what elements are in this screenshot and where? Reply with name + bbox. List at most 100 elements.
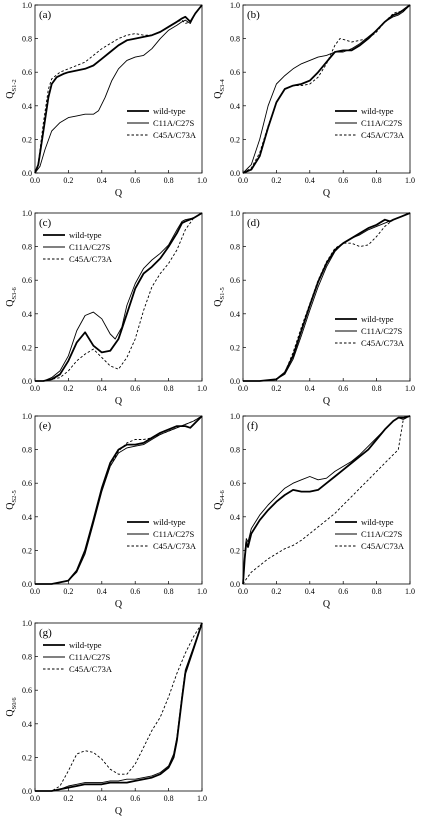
legend-entry: C11A/C27S xyxy=(361,118,403,128)
x-tick-label: 0.4 xyxy=(305,384,315,393)
y-axis-label: QS4-6 xyxy=(213,489,226,509)
chart-panel-1: 0.0 0.2 0.4 0.6 0.8 1.00.00.20.40.60.81.0QQS3… xyxy=(213,1,415,199)
legend: wild-type C11A/C27S C45A/C73A xyxy=(43,640,113,674)
y-tick-label: 0.6 xyxy=(22,276,32,285)
x-tick-label: 0.8 xyxy=(372,587,382,596)
y-tick-label: 0.8 xyxy=(230,243,240,252)
y-tick-label: 0.0 xyxy=(230,169,240,178)
y-tick-label: 1.0 xyxy=(22,1,32,10)
legend-entry: wild-type xyxy=(153,517,186,527)
series-line-thin xyxy=(243,212,411,382)
chart-panel-0: 0.0 0.2 0.4 0.6 0.8 1.00.00.20.40.60.81.0QQS1… xyxy=(5,1,207,199)
legend-entry: wild-type xyxy=(153,106,186,116)
series-line-thick xyxy=(242,415,411,585)
y-tick-label: 0.2 xyxy=(230,546,240,555)
y-tick-label: 0.8 xyxy=(22,653,32,662)
series-line-dotted xyxy=(35,622,203,792)
y-tick-label: 0.2 xyxy=(230,135,240,144)
series-line-thin xyxy=(242,415,411,585)
x-tick-label: 0.8 xyxy=(164,384,174,393)
chart-panel-5: 0.0 0.2 0.4 0.6 0.8 1.00.00.20.40.60.81.0QQS4… xyxy=(213,412,415,610)
y-tick-label: 1.0 xyxy=(230,209,240,218)
x-tick-label: 0.6 xyxy=(338,384,348,393)
plot-frame xyxy=(34,212,203,382)
x-tick-label: 0.0 xyxy=(30,384,40,393)
y-axis-label-main: Q xyxy=(5,709,16,717)
x-tick-label: 0.2 xyxy=(63,176,73,185)
x-tick-label: 0.2 xyxy=(271,384,281,393)
x-tick-label: 0.4 xyxy=(97,794,107,803)
x-axis-label: Q xyxy=(115,188,123,199)
series-line-dotted xyxy=(243,212,411,382)
chart-panel-6: 0.0 0.2 0.4 0.6 0.8 1.00.00.20.40.60.81.0QQS0… xyxy=(5,619,207,817)
legend-entry: C45A/C73A xyxy=(361,130,405,140)
series-line-dotted xyxy=(34,4,203,174)
legend: wild-type C11A/C27S C45A/C73A xyxy=(127,517,197,551)
series-line-dotted xyxy=(35,212,203,382)
x-tick-label: 0.4 xyxy=(305,176,315,185)
x-tick-label: 0.6 xyxy=(338,176,348,185)
y-tick-label: 0.4 xyxy=(22,102,32,111)
y-tick-label: 1.0 xyxy=(22,619,32,628)
series-line-dotted xyxy=(242,415,411,585)
panel-label: (e) xyxy=(39,420,52,432)
y-axis-label-subscript: S3-4 xyxy=(219,78,226,91)
y-tick-label: 1.0 xyxy=(22,209,32,218)
y-tick-label: 0.0 xyxy=(22,787,32,796)
series-line-thin xyxy=(34,4,203,174)
legend: wild-type C11A/C27S C45A/C73A xyxy=(127,106,197,140)
x-tick-label: 0.0 xyxy=(238,587,248,596)
legend: wild-type C11A/C27S C45A/C73A xyxy=(335,314,405,348)
x-axis-label: Q xyxy=(323,396,331,407)
x-tick-label: 0.6 xyxy=(130,176,140,185)
legend-entry: C45A/C73A xyxy=(361,541,405,551)
y-tick-label: 0.8 xyxy=(230,35,240,44)
legend: wild-type C11A/C27S C45A/C73A xyxy=(43,230,113,264)
panel-label: (g) xyxy=(39,627,52,639)
legend-entry: C11A/C27S xyxy=(361,326,403,336)
y-axis-label-subscript: S3-6 xyxy=(11,286,18,299)
y-axis-label: QS3-4 xyxy=(213,78,226,98)
legend: wild-type C11A/C27S C45A/C73A xyxy=(335,517,405,551)
x-tick-label: 0.8 xyxy=(164,794,174,803)
y-axis-label: QS2-5 xyxy=(5,490,18,510)
y-tick-label: 0.4 xyxy=(230,310,240,319)
x-tick-label: 0.0 xyxy=(30,794,40,803)
y-tick-label: 0.6 xyxy=(22,686,32,695)
y-axis-label-subscript: S4-6 xyxy=(219,489,226,502)
y-tick-label: 0.2 xyxy=(230,343,240,352)
series-line-thick xyxy=(35,415,203,585)
legend-entry: C45A/C73A xyxy=(153,541,197,551)
x-axis-label: Q xyxy=(115,599,123,610)
series-line-thick xyxy=(242,4,411,174)
x-tick-label: 0.0 xyxy=(238,176,248,185)
legend-entry: wild-type xyxy=(361,106,394,116)
y-tick-label: 0.6 xyxy=(22,479,32,488)
x-tick-label: 1.0 xyxy=(405,176,415,185)
x-tick-label: 0.2 xyxy=(63,587,73,596)
x-tick-label: 1.0 xyxy=(197,176,207,185)
y-axis-label-main: Q xyxy=(5,91,16,99)
series-line-dotted xyxy=(35,415,203,585)
y-axis-label-main: Q xyxy=(213,91,224,99)
series-line-dotted xyxy=(242,4,411,174)
y-axis-label: QS1-2 xyxy=(5,79,18,99)
y-axis-label: QS3-6 xyxy=(5,286,18,306)
y-tick-label: 0.0 xyxy=(22,169,32,178)
plot-frame xyxy=(242,212,411,382)
x-tick-label: 0.6 xyxy=(130,587,140,596)
chart-panel-3: 0.0 0.2 0.4 0.6 0.8 1.00.00.20.40.60.81.0QQS1… xyxy=(213,209,415,407)
x-tick-label: 0.8 xyxy=(164,587,174,596)
y-tick-label: 0.6 xyxy=(230,276,240,285)
y-axis-label-subscript: S2-5 xyxy=(11,490,18,502)
panel-label: (b) xyxy=(247,9,260,21)
x-tick-label: 1.0 xyxy=(405,384,415,393)
y-tick-label: 0.4 xyxy=(22,310,32,319)
x-tick-label: 1.0 xyxy=(197,384,207,393)
x-tick-label: 0.8 xyxy=(164,176,174,185)
y-tick-label: 0.2 xyxy=(22,135,32,144)
plot-frame xyxy=(242,4,411,174)
series-line-thick xyxy=(34,4,203,174)
y-tick-label: 0.6 xyxy=(230,68,240,77)
